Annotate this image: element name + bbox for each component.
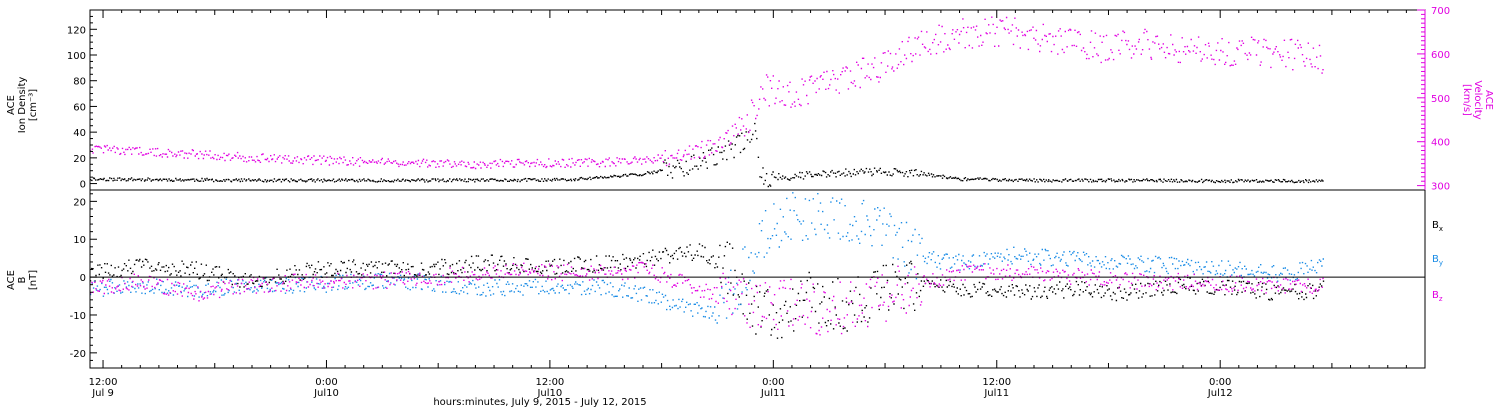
magnetic-field-panel	[89, 189, 1426, 369]
x-tick-day-label: Jul11	[983, 388, 1009, 399]
velocity-tick-label: 600	[1431, 50, 1450, 61]
x-tick-day-label: Jul10	[313, 388, 339, 399]
density-velocity-data	[89, 16, 1324, 188]
series-Bx-points	[89, 241, 1325, 339]
series-By-points	[89, 192, 1324, 324]
x-tick-time-label: 12:00	[535, 377, 564, 388]
density-tick-label: 40	[73, 128, 86, 139]
field-tick-label: 0	[80, 273, 86, 284]
density-tick-label: 60	[73, 102, 86, 113]
x-tick-time-label: 0:00	[762, 377, 784, 388]
x-tick-day-label: Jul10	[536, 388, 562, 399]
legend-subscript: x	[1439, 225, 1443, 233]
x-tick-time-label: 0:00	[1209, 377, 1231, 388]
velocity-tick-label: 300	[1431, 182, 1450, 193]
legend-subscript: y	[1439, 259, 1443, 267]
density-axis-label-line1: ACE	[6, 95, 17, 115]
velocity-axis-label-line1: ACE	[1483, 90, 1494, 110]
x-tick-time-label: 12:00	[89, 377, 118, 388]
field-axis-label-line3: [nT]	[28, 270, 39, 290]
x-tick-time-label: 12:00	[982, 377, 1011, 388]
density-tick-label: 0	[80, 180, 86, 191]
x-tick-day-label: Jul12	[1207, 388, 1233, 399]
x-axis-title: hours:minutes, July 9, 2015 - July 12, 2…	[433, 397, 646, 408]
legend-subscript: z	[1439, 295, 1443, 303]
field-tick-label: -20	[70, 349, 86, 360]
x-tick-day-label: Jul 9	[91, 388, 114, 399]
density-tick-label: 100	[67, 51, 86, 62]
field-tick-label: 20	[73, 197, 86, 208]
field-axis-label-line2: B	[17, 276, 28, 283]
axis-ticks: 0 20 40 60 80 100 120 300 400 500 600 700 -20 -10 0 10 2…	[67, 6, 1450, 399]
legend-entry-Bx: Bx	[1432, 220, 1443, 233]
velocity-axis-label-line3: [km/s]	[1461, 84, 1472, 116]
velocity-tick-label: 400	[1431, 138, 1450, 149]
legend-entry-Bz: Bz	[1432, 290, 1443, 303]
field-axis-label: ACE B [nT]	[6, 270, 39, 290]
series-right-points	[89, 16, 1324, 170]
density-tick-label: 80	[73, 77, 86, 88]
velocity-tick-label: 500	[1431, 94, 1450, 105]
density-tick-label: 20	[73, 154, 86, 165]
velocity-axis-label-line2: Velocity	[1472, 80, 1483, 119]
field-axis-label-line1: ACE	[6, 270, 17, 290]
legend-entry-By: By	[1432, 254, 1443, 267]
density-axis-label: ACE Ion Density [cm⁻³]	[6, 77, 39, 134]
magnetic-field-data	[89, 192, 1325, 339]
field-legend: Bx By Bz	[1432, 220, 1443, 303]
density-axis-label-line2: Ion Density	[17, 77, 28, 134]
density-tick-label: 120	[67, 25, 86, 36]
velocity-axis-label: ACE Velocity [km/s]	[1461, 80, 1494, 119]
velocity-tick-label: 700	[1431, 6, 1450, 17]
field-tick-label: 10	[73, 235, 86, 246]
x-tick-day-label: Jul11	[760, 388, 786, 399]
density-axis-label-line3: [cm⁻³]	[28, 89, 39, 121]
x-tick-time-label: 0:00	[315, 377, 337, 388]
field-tick-label: -10	[70, 311, 86, 322]
